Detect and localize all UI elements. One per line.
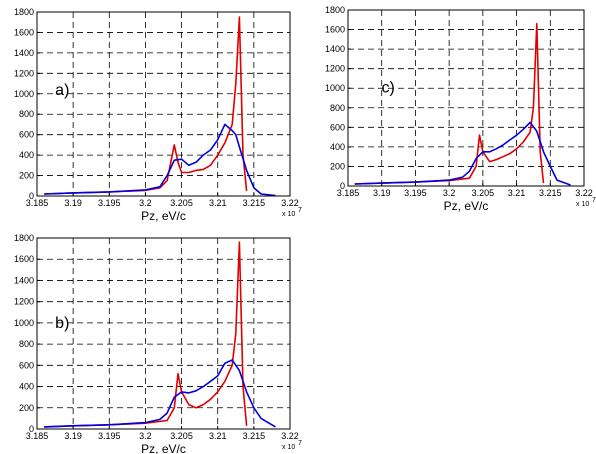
y-tick-label: 0 bbox=[29, 191, 34, 201]
y-tick-label: 1400 bbox=[14, 275, 34, 285]
y-tick-label: 800 bbox=[330, 103, 345, 113]
y-tick-label: 400 bbox=[19, 382, 34, 392]
panel-label: c) bbox=[381, 80, 394, 97]
series-line-1 bbox=[44, 123, 276, 197]
x-tick-label: 3.215 bbox=[243, 431, 266, 441]
x-multiplier-label: x 10 bbox=[282, 444, 295, 451]
y-tick-label: 1200 bbox=[14, 68, 34, 78]
x-multiplier-label: x 10 bbox=[576, 201, 589, 208]
y-tick-label: 1600 bbox=[14, 27, 34, 37]
x-tick-label: 3.19 bbox=[64, 431, 82, 441]
x-multiplier-label: x 10 bbox=[282, 211, 295, 218]
x-tick-label: 3.185 bbox=[26, 431, 49, 441]
x-tick-label: 3.185 bbox=[26, 198, 49, 208]
x-tick-label: 3.2 bbox=[443, 188, 456, 198]
y-tick-label: 1600 bbox=[325, 25, 345, 35]
panel-label: b) bbox=[55, 315, 69, 332]
y-tick-label: 1000 bbox=[14, 89, 34, 99]
y-tick-label: 1800 bbox=[14, 7, 34, 17]
x-tick-label: 3.195 bbox=[404, 188, 427, 198]
x-tick-label: 3.21 bbox=[209, 198, 227, 208]
y-tick-label: 1200 bbox=[325, 64, 345, 74]
y-tick-label: 200 bbox=[19, 171, 34, 181]
x-tick-label: 3.215 bbox=[243, 198, 266, 208]
plot-frame bbox=[347, 9, 585, 187]
x-tick-label: 3.2 bbox=[139, 431, 152, 441]
x-tick-label: 3.2 bbox=[139, 198, 152, 208]
x-multiplier-exponent: 7 bbox=[298, 207, 302, 214]
chart-panel-2: 3.185 3.19 3.195 3.2 3.205 3.21 3.215 3.22 0 200 4… bbox=[325, 5, 596, 213]
y-tick-label: 200 bbox=[19, 403, 34, 413]
x-tick-label: 3.195 bbox=[98, 431, 121, 441]
y-tick-label: 200 bbox=[330, 161, 345, 171]
y-tick-label: 400 bbox=[19, 150, 34, 160]
y-tick-label: 1400 bbox=[14, 48, 34, 58]
plot-frame bbox=[36, 11, 291, 197]
x-tick-label: 3.22 bbox=[575, 188, 593, 198]
x-tick-label: 3.205 bbox=[170, 198, 193, 208]
x-tick-label: 3.19 bbox=[373, 188, 391, 198]
series-line-1 bbox=[354, 121, 571, 186]
y-tick-label: 1200 bbox=[14, 297, 34, 307]
x-multiplier-exponent: 7 bbox=[298, 440, 302, 447]
x-tick-label: 3.195 bbox=[98, 198, 121, 208]
y-tick-label: 600 bbox=[330, 122, 345, 132]
x-tick-label: 3.22 bbox=[281, 431, 299, 441]
x-tick-label: 3.22 bbox=[281, 198, 299, 208]
y-tick-label: 1800 bbox=[325, 5, 345, 15]
y-tick-label: 600 bbox=[19, 130, 34, 140]
x-tick-label: 3.21 bbox=[508, 188, 526, 198]
y-tick-label: 1800 bbox=[14, 233, 34, 243]
y-tick-label: 1400 bbox=[325, 44, 345, 54]
y-tick-label: 600 bbox=[19, 360, 34, 370]
x-tick-label: 3.205 bbox=[472, 188, 495, 198]
y-tick-label: 1600 bbox=[14, 254, 34, 264]
x-axis-label: Pz, eV/c bbox=[444, 199, 489, 213]
x-axis-label: Pz, eV/c bbox=[141, 209, 186, 223]
y-tick-label: 1000 bbox=[14, 318, 34, 328]
y-tick-label: 800 bbox=[19, 339, 34, 349]
x-tick-label: 3.19 bbox=[64, 198, 82, 208]
series-line-1 bbox=[44, 359, 276, 428]
y-tick-label: 0 bbox=[340, 181, 345, 191]
y-tick-label: 0 bbox=[29, 424, 34, 434]
y-tick-label: 800 bbox=[19, 109, 34, 119]
x-tick-label: 3.185 bbox=[337, 188, 360, 198]
x-axis-label: Pz, eV/c bbox=[141, 442, 186, 454]
chart-panel-0: 3.185 3.19 3.195 3.2 3.205 3.21 3.215 3.22 0 200 4… bbox=[14, 7, 302, 223]
x-tick-label: 3.215 bbox=[539, 188, 562, 198]
y-tick-label: 1000 bbox=[325, 83, 345, 93]
chart-panel-1: 3.185 3.19 3.195 3.2 3.205 3.21 3.215 3.22 0 200 4… bbox=[14, 233, 302, 454]
x-tick-label: 3.205 bbox=[170, 431, 193, 441]
x-tick-label: 3.21 bbox=[209, 431, 227, 441]
y-tick-label: 400 bbox=[330, 142, 345, 152]
x-multiplier-exponent: 7 bbox=[592, 197, 596, 204]
plot-frame bbox=[36, 237, 291, 430]
panel-label: a) bbox=[55, 82, 69, 99]
